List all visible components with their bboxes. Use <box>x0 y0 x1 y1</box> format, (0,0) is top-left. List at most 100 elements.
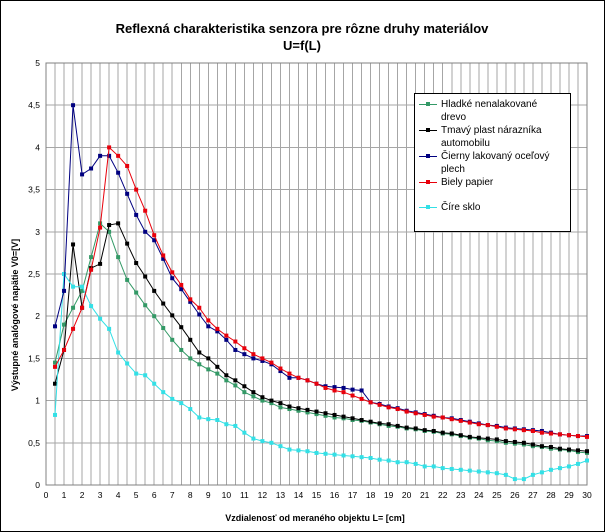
data-point <box>206 417 211 422</box>
data-point <box>530 442 535 447</box>
data-point <box>161 326 166 331</box>
data-point <box>521 428 526 433</box>
data-point <box>332 415 337 420</box>
data-point <box>539 470 544 475</box>
data-point <box>179 325 184 330</box>
y-tick-label: 3 <box>35 227 40 237</box>
x-tick-label: 15 <box>312 490 322 500</box>
data-point <box>413 461 418 466</box>
data-point <box>494 471 499 476</box>
x-tick-label: 13 <box>276 490 286 500</box>
data-point <box>413 411 418 416</box>
y-tick-label: 1 <box>35 396 40 406</box>
data-point <box>440 466 445 471</box>
x-tick-label: 24 <box>474 490 484 500</box>
data-point <box>197 305 202 310</box>
data-point <box>143 208 148 213</box>
data-point <box>323 451 328 456</box>
data-point <box>197 362 202 367</box>
x-tick-label: 20 <box>402 490 412 500</box>
data-point <box>116 255 121 260</box>
data-point <box>449 466 454 471</box>
data-point <box>206 356 211 361</box>
legend-marker <box>426 128 430 132</box>
data-point <box>269 360 274 365</box>
data-point <box>278 369 283 374</box>
data-point <box>143 229 148 234</box>
data-point <box>188 356 193 361</box>
data-point <box>305 407 310 412</box>
data-point <box>80 172 85 177</box>
data-point <box>242 430 247 435</box>
data-point <box>80 305 85 310</box>
data-point <box>278 405 283 410</box>
data-point <box>53 381 58 386</box>
x-tick-label: 16 <box>330 490 340 500</box>
data-point <box>548 445 553 450</box>
data-point <box>233 383 238 388</box>
data-point <box>134 187 139 192</box>
data-point <box>224 378 229 383</box>
data-point <box>503 472 508 477</box>
data-point <box>269 440 274 445</box>
data-point <box>107 229 112 234</box>
data-point <box>170 313 175 318</box>
legend-label-line: Tmavý plast nárazníka <box>441 125 542 136</box>
legend-marker <box>426 154 430 158</box>
data-point <box>296 375 301 380</box>
data-point <box>512 439 517 444</box>
x-tick-label: 6 <box>152 490 157 500</box>
data-point <box>368 419 373 424</box>
data-point <box>323 413 328 418</box>
x-axis-label: Vzdialenosť od meraného objektu L= [cm] <box>225 513 405 523</box>
data-point <box>386 458 391 463</box>
series-layer <box>53 103 589 482</box>
data-point <box>197 350 202 355</box>
data-point <box>521 477 526 482</box>
data-point <box>89 304 94 309</box>
data-point <box>341 385 346 390</box>
y-tick-label: 0,5 <box>28 438 40 448</box>
data-point <box>305 378 310 383</box>
data-point <box>359 455 364 460</box>
data-point <box>575 434 580 439</box>
data-point <box>197 415 202 420</box>
data-point <box>585 458 589 463</box>
data-point <box>251 394 256 399</box>
x-tick-label: 27 <box>528 490 538 500</box>
legend-marker <box>426 180 430 184</box>
x-tick-label: 7 <box>170 490 175 500</box>
legend-label: Čierny lakovaný oceľový plech <box>441 150 569 176</box>
x-tick-label: 28 <box>546 490 556 500</box>
data-point <box>548 467 553 472</box>
data-point <box>71 284 76 289</box>
data-point <box>494 424 499 429</box>
data-point <box>305 410 310 415</box>
data-point <box>251 352 256 357</box>
data-point <box>359 388 364 393</box>
legend-label-line: drevo <box>441 112 467 123</box>
legend-label-line: automobilu <box>441 138 490 149</box>
data-point <box>467 468 472 473</box>
data-point <box>116 221 121 226</box>
data-point <box>395 423 400 428</box>
data-point <box>476 469 481 474</box>
data-point <box>107 153 112 158</box>
plot-border <box>45 62 588 486</box>
data-point <box>125 191 130 196</box>
data-point <box>566 447 571 452</box>
y-tick-label: 3,5 <box>28 185 40 195</box>
x-tick-label: 4 <box>116 490 121 500</box>
data-point <box>557 432 562 437</box>
data-point <box>332 385 337 390</box>
x-tick-label: 18 <box>366 490 376 500</box>
data-point <box>314 409 319 414</box>
data-point <box>512 477 517 482</box>
x-tick-label: 12 <box>258 490 268 500</box>
series-3 <box>53 145 589 439</box>
data-point <box>332 388 337 393</box>
data-point <box>431 414 436 419</box>
data-point <box>422 412 427 417</box>
data-point <box>359 418 364 423</box>
y-axis-label: Výstupné analógové napätie V0=[V] <box>10 239 20 391</box>
